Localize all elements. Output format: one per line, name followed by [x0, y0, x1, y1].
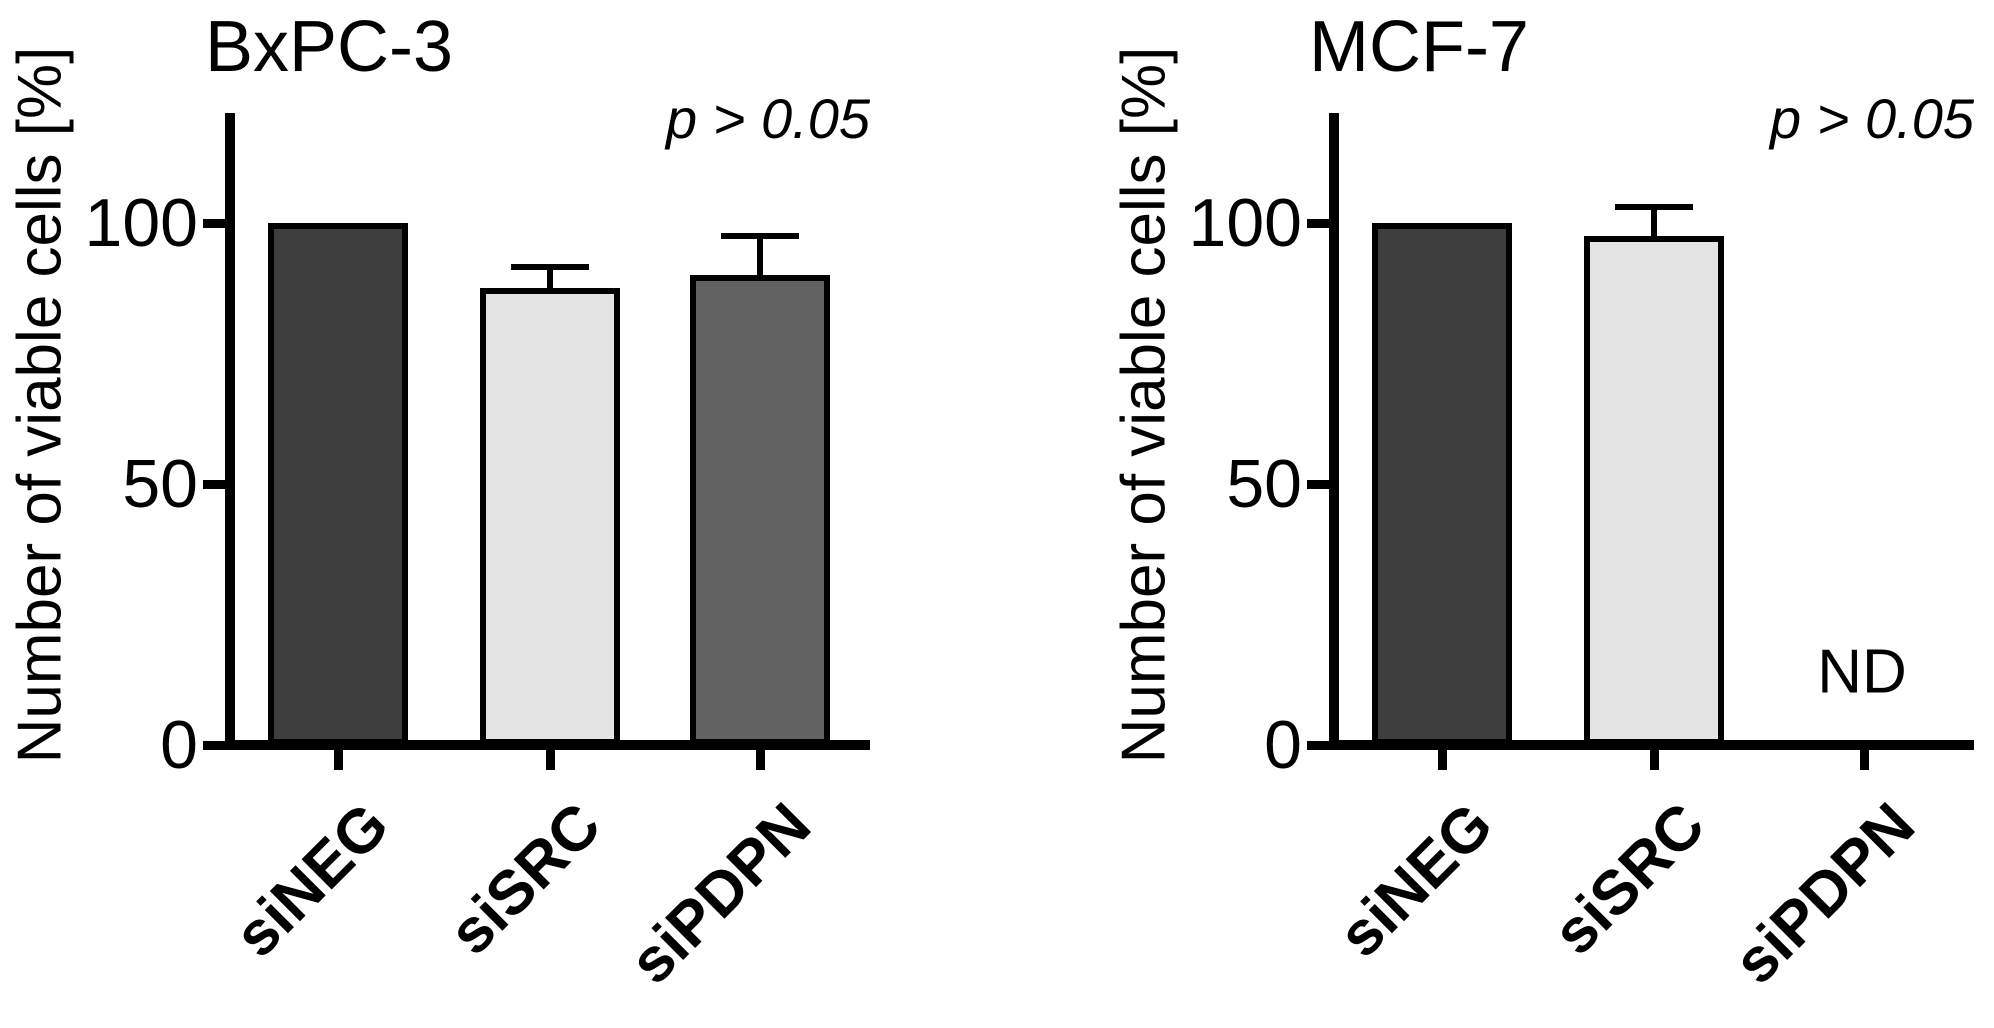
chart-panel-mcf7: Number of viable cells [%] MCF-7 p > 0.0…: [1104, 0, 1994, 1028]
nd-annotation: ND: [1817, 637, 1907, 707]
y-tick-label: 0: [160, 707, 198, 783]
x-tick-mark: [1437, 750, 1447, 770]
error-bar-cap: [511, 264, 589, 271]
bar-siSRC: [1584, 236, 1724, 745]
y-tick-label: 0: [1264, 707, 1302, 783]
x-axis-line: [1329, 740, 1974, 750]
error-bar-cap: [721, 233, 799, 240]
x-tick-mark: [1649, 750, 1659, 770]
x-tick-mark: [545, 750, 555, 770]
x-category-label: siPDPN: [616, 790, 824, 998]
x-axis-line: [225, 740, 870, 750]
chart-title: MCF-7: [1309, 7, 1529, 87]
y-tick-label: 50: [1226, 446, 1302, 522]
y-tick-label: 50: [122, 446, 198, 522]
y-tick-mark: [203, 218, 225, 228]
y-tick-mark: [1307, 479, 1329, 489]
x-tick-mark: [333, 750, 343, 770]
y-tick-mark: [203, 740, 225, 750]
p-value-annotation: p > 0.05: [666, 87, 870, 150]
bar-siSRC: [480, 288, 620, 745]
bar-siNEG: [1372, 223, 1512, 745]
y-axis-label: Number of viable cells [%]: [5, 46, 75, 764]
p-value-annotation: p > 0.05: [1770, 87, 1974, 150]
y-axis-line: [1329, 113, 1339, 750]
error-bar-stem: [547, 267, 553, 297]
y-tick-mark: [1307, 218, 1329, 228]
x-category-label: siPDPN: [1720, 790, 1928, 998]
y-tick-mark: [203, 479, 225, 489]
error-bar-stem: [757, 236, 763, 284]
bar-siPDPN: [690, 275, 830, 745]
x-category-label: siNEG: [1325, 790, 1506, 971]
x-tick-mark: [1859, 750, 1869, 770]
y-axis-line: [225, 113, 235, 750]
error-bar-cap: [1615, 204, 1693, 211]
x-tick-mark: [755, 750, 765, 770]
y-tick-label: 100: [1188, 185, 1302, 261]
y-tick-label: 100: [84, 185, 198, 261]
x-category-label: siSRC: [1540, 790, 1718, 969]
x-category-label: siNEG: [221, 790, 402, 971]
bar-siNEG: [268, 223, 408, 745]
y-tick-mark: [1307, 740, 1329, 750]
chart-panel-bxpc3: Number of viable cells [%] BxPC-3 p > 0.…: [0, 0, 890, 1028]
error-bar-stem: [1651, 207, 1657, 245]
chart-title: BxPC-3: [205, 7, 454, 87]
x-category-label: siSRC: [436, 790, 614, 969]
y-axis-label: Number of viable cells [%]: [1109, 46, 1179, 764]
